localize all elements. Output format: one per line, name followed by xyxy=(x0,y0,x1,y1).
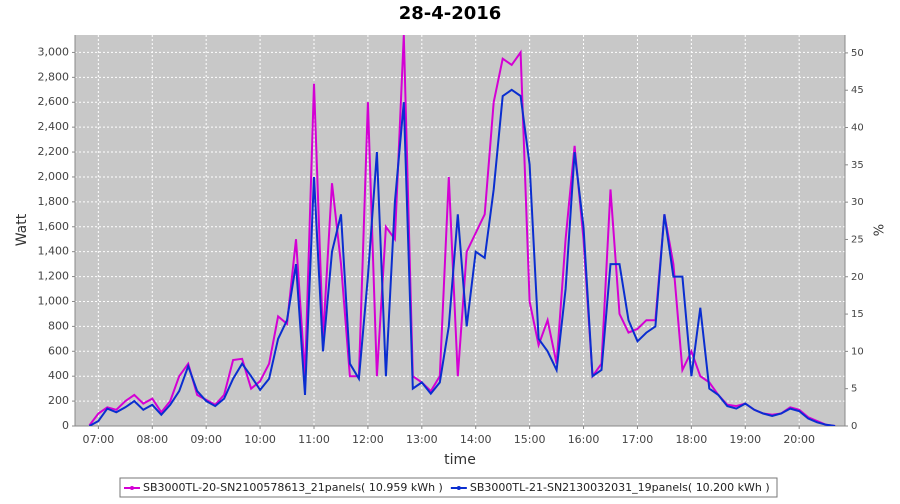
legend-label: SB3000TL-21-SN2130032031_19panels( 10.20… xyxy=(470,481,770,494)
y2-tick-label: 45 xyxy=(851,85,864,96)
y2-axis-label: % xyxy=(873,224,888,236)
y-tick-label: 400 xyxy=(48,369,69,382)
x-tick-label: 11:00 xyxy=(298,433,330,446)
x-tick-label: 19:00 xyxy=(729,433,761,446)
y-tick-label: 2,800 xyxy=(38,70,70,83)
x-tick-label: 18:00 xyxy=(676,433,708,446)
series-line xyxy=(88,88,836,426)
y-tick-label: 1,800 xyxy=(38,195,70,208)
y2-tick-label: 40 xyxy=(851,123,864,134)
x-tick-label: 08:00 xyxy=(136,433,168,446)
x-tick-label: 13:00 xyxy=(406,433,438,446)
y-tick-label: 600 xyxy=(48,344,69,357)
y2-tick-label: 20 xyxy=(851,272,864,283)
x-tick-label: 07:00 xyxy=(83,433,115,446)
y-tick-label: 1,200 xyxy=(38,270,70,283)
y2-tick-label: 10 xyxy=(851,346,864,357)
legend-marker xyxy=(130,486,134,490)
y2-tick-label: 5 xyxy=(851,384,857,395)
y2-tick-label: 50 xyxy=(851,48,864,59)
y2-tick-label: 30 xyxy=(851,197,864,208)
y-tick-label: 0 xyxy=(62,419,69,432)
x-tick-label: 16:00 xyxy=(568,433,600,446)
x-tick-label: 10:00 xyxy=(244,433,276,446)
x-tick-label: 09:00 xyxy=(190,433,222,446)
x-axis-label: time xyxy=(444,452,476,468)
legend xyxy=(119,477,778,498)
x-tick-label: 20:00 xyxy=(783,433,815,446)
y2-tick-label: 25 xyxy=(851,234,864,245)
y-tick-label: 3,000 xyxy=(38,45,70,58)
legend-label: SB3000TL-20-SN2100578613_21panels( 10.95… xyxy=(143,481,443,494)
y2-tick-label: 35 xyxy=(851,160,864,171)
x-tick-label: 15:00 xyxy=(514,433,546,446)
chart-title: 28-4-2016 xyxy=(399,3,502,24)
y-axis-label: Watt xyxy=(14,213,30,246)
y2-tick-label: 15 xyxy=(851,309,864,320)
y-tick-label: 1,600 xyxy=(38,220,70,233)
y-tick-label: 2,600 xyxy=(38,95,70,108)
y-tick-label: 2,000 xyxy=(38,170,70,183)
legend-marker xyxy=(456,486,461,490)
x-tick-label: 14:00 xyxy=(460,433,492,446)
y-tick-label: 2,200 xyxy=(38,145,70,158)
y-tick-label: 1,400 xyxy=(38,245,70,258)
y-tick-label: 800 xyxy=(48,319,69,332)
y-tick-label: 1,000 xyxy=(38,294,70,307)
y-tick-label: 2,400 xyxy=(38,120,70,133)
y2-tick-label: 0 xyxy=(851,421,857,432)
y-tick-label: 200 xyxy=(48,394,69,407)
series-line xyxy=(88,35,836,426)
x-tick-label: 17:00 xyxy=(622,433,654,446)
x-tick-label: 12:00 xyxy=(352,433,384,446)
